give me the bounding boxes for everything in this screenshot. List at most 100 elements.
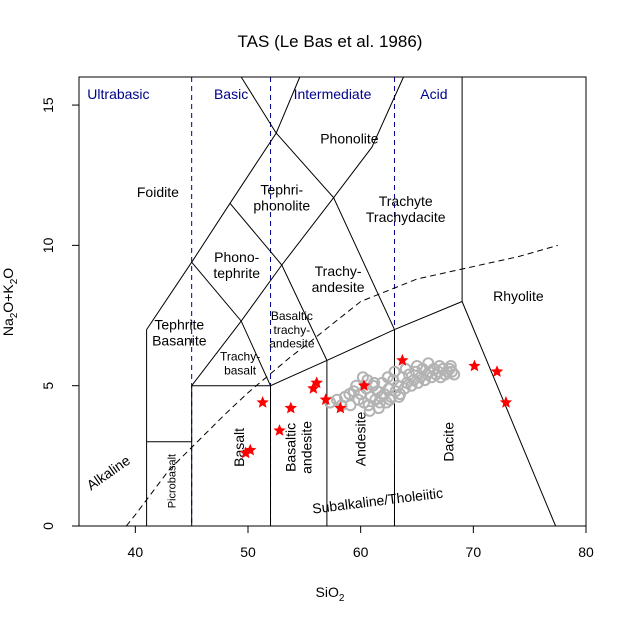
y-tick-label: 15: [40, 97, 56, 113]
y-tick-label: 5: [40, 382, 56, 390]
field-label-line: Rhyolite: [493, 288, 544, 304]
field-boundary-0: [146, 76, 301, 526]
field-label-line: Basalt: [231, 428, 247, 467]
field-label-1: Foidite: [137, 184, 179, 200]
grey-sample-point: [343, 388, 356, 401]
grey-sample-point: [422, 357, 435, 370]
category-label-0: Ultrabasic: [87, 86, 149, 102]
plot-content: Ultrabasic Basic Intermediate Acid Phonolite…: [84, 76, 558, 527]
field-label-line: andesite: [299, 421, 315, 474]
field-label-line: andesite: [312, 279, 365, 295]
red-sample-point: [357, 379, 371, 391]
field-label-line: Dacite: [440, 422, 456, 462]
field-label-2: Tephri-phonolite: [253, 182, 310, 214]
x-tick-label: 70: [466, 544, 482, 560]
data-marks: [239, 353, 513, 459]
field-label-line: Trachy-: [315, 263, 362, 279]
red-sample-point: [334, 401, 347, 414]
grey-sample-point: [411, 360, 423, 372]
field-label-line: Tephri-: [260, 182, 303, 198]
red-sample-point: [490, 365, 504, 377]
field-boundary-3: [191, 77, 463, 387]
red-sample-point: [239, 446, 252, 459]
grey-sample-point: [405, 379, 418, 392]
field-label-line: Trachydacite: [366, 209, 446, 225]
red-sample-point: [310, 376, 323, 389]
field-label-line: Alkaline: [84, 452, 134, 493]
field-label-line: Basaltic: [271, 309, 313, 323]
field-label-line: Picrobasalt: [166, 454, 178, 508]
grey-sample-point: [372, 402, 385, 415]
field-label-line: Basaltic: [283, 423, 299, 472]
x-tick-label: 60: [353, 544, 369, 560]
field-label-16: Subalkaline/Tholeiitic: [311, 485, 444, 517]
field-label-line: phonolite: [253, 198, 310, 214]
field-boundary-8: [191, 261, 271, 386]
field-label-11: Basaltic andesite: [283, 421, 315, 474]
grey-sample-point: [398, 382, 411, 395]
field-label-14: Picrobasalt: [166, 454, 178, 508]
field-label-9: Trachy-basalt: [220, 350, 260, 378]
red-sample-point: [307, 382, 320, 394]
x-tick-label: 50: [240, 544, 256, 560]
field-label-line: Trachyte: [379, 193, 433, 209]
field-label-line: tephrite: [213, 265, 260, 281]
x-tick-label: 80: [578, 544, 594, 560]
red-sample-point: [396, 353, 409, 366]
grey-sample-point: [352, 393, 365, 406]
y-axis-label: Na2O+K2O: [0, 268, 20, 336]
field-boundary-9: [229, 202, 328, 361]
field-label-line: Andesite: [353, 412, 369, 467]
field-label-line: Foidite: [137, 184, 179, 200]
category-label-1: Basic: [214, 86, 248, 102]
field-label-5: Trachy-andesite: [312, 263, 365, 295]
red-sample-point: [244, 443, 257, 456]
chart-title: TAS (Le Bas et al. 1986): [238, 32, 423, 51]
field-label-line: trachy-: [274, 323, 311, 337]
field-label-line: basalt: [224, 363, 257, 377]
field-label-15: Alkaline: [84, 452, 134, 493]
field-label-10: Basalt: [231, 428, 247, 467]
x-tick-label: 40: [128, 544, 144, 560]
grey-sample-point: [412, 376, 425, 389]
grey-sample-point: [368, 376, 381, 389]
red-sample-point: [256, 396, 269, 408]
x-axis: 40 50 60 70 80: [128, 525, 594, 560]
field-label-line: Basanite: [152, 332, 207, 348]
field-label-line: Subalkaline/Tholeiitic: [311, 485, 444, 517]
grey-sample-point: [433, 360, 446, 372]
field-boundary-7: [461, 301, 557, 527]
field-boundary-10: [275, 132, 395, 330]
red-sample-point: [319, 393, 332, 405]
red-sample-point: [273, 424, 286, 436]
field-label-4: Phono-tephrite: [213, 249, 260, 281]
y-tick-label: 0: [40, 522, 56, 530]
field-label-6: Rhyolite: [493, 288, 544, 304]
field-label-13: Dacite: [440, 422, 456, 462]
field-label-line: Phonolite: [320, 131, 379, 147]
category-label-2: Intermediate: [294, 86, 372, 102]
field-label-line: Trachy-: [220, 350, 260, 364]
x-axis-label: SiO2: [316, 584, 345, 604]
field-boundary-11: [240, 76, 277, 134]
alkaline-subalkaline-divider: [125, 244, 558, 527]
field-label-12: Andesite: [353, 412, 369, 467]
grey-sample-point: [444, 360, 457, 372]
field-label-line: Phono-: [214, 249, 259, 265]
field-label-line: andesite: [269, 337, 315, 351]
y-tick-label: 10: [40, 237, 56, 253]
category-label-3: Acid: [420, 86, 447, 102]
field-label-0: Phonolite: [320, 131, 379, 147]
y-axis: 0 5 10 15: [40, 97, 79, 530]
grey-sample-point: [445, 365, 458, 378]
grey-sample-point: [388, 365, 401, 378]
grey-sample-point: [393, 390, 405, 403]
red-sample-point: [468, 359, 481, 372]
field-label-line: Tephrite: [154, 316, 204, 332]
red-sample-point: [499, 396, 513, 408]
red-sample-point: [284, 401, 297, 414]
